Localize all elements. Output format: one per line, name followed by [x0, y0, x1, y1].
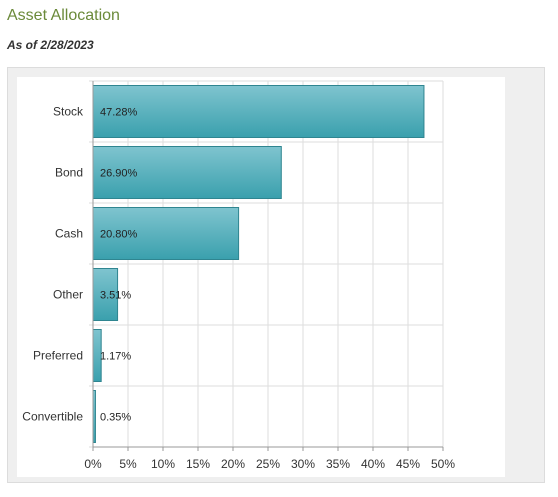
- category-label: Other: [53, 288, 83, 302]
- category-label: Stock: [53, 105, 84, 119]
- data-label: 26.90%: [100, 168, 138, 180]
- gridlines: [89, 80, 444, 448]
- data-label: 0.35%: [100, 412, 131, 424]
- category-label: Cash: [55, 227, 83, 241]
- labels: 47.28% Stock 26.90% Bond 20.80% Cash 3.51% Othe…: [22, 105, 455, 472]
- category-label: Preferred: [33, 349, 83, 363]
- bar: [92, 268, 119, 321]
- data-label: 3.51%: [100, 290, 131, 302]
- bars: [92, 85, 425, 443]
- x-tick-label: 35%: [326, 457, 350, 471]
- data-label: 1.17%: [100, 351, 131, 363]
- bar: [92, 146, 282, 199]
- as-of-date: As of 2/28/2023: [7, 38, 94, 52]
- data-label: 47.28%: [100, 107, 138, 119]
- x-tick-label: 30%: [291, 457, 315, 471]
- x-tick-label: 20%: [221, 457, 245, 471]
- category-label: Bond: [55, 166, 83, 180]
- axes: [92, 81, 444, 451]
- x-tick-label: 15%: [186, 457, 210, 471]
- x-tick-label: 0%: [84, 457, 102, 471]
- x-tick-label: 50%: [431, 457, 455, 471]
- x-tick-label: 5%: [119, 457, 137, 471]
- x-tick-label: 25%: [256, 457, 280, 471]
- bar: [92, 207, 240, 260]
- page-title: Asset Allocation: [7, 7, 120, 24]
- category-label: Convertible: [22, 410, 83, 424]
- x-tick-label: 40%: [361, 457, 385, 471]
- x-tick-label: 10%: [151, 457, 175, 471]
- x-tick-label: 45%: [396, 457, 420, 471]
- bar: [92, 85, 425, 138]
- data-label: 20.80%: [100, 229, 138, 241]
